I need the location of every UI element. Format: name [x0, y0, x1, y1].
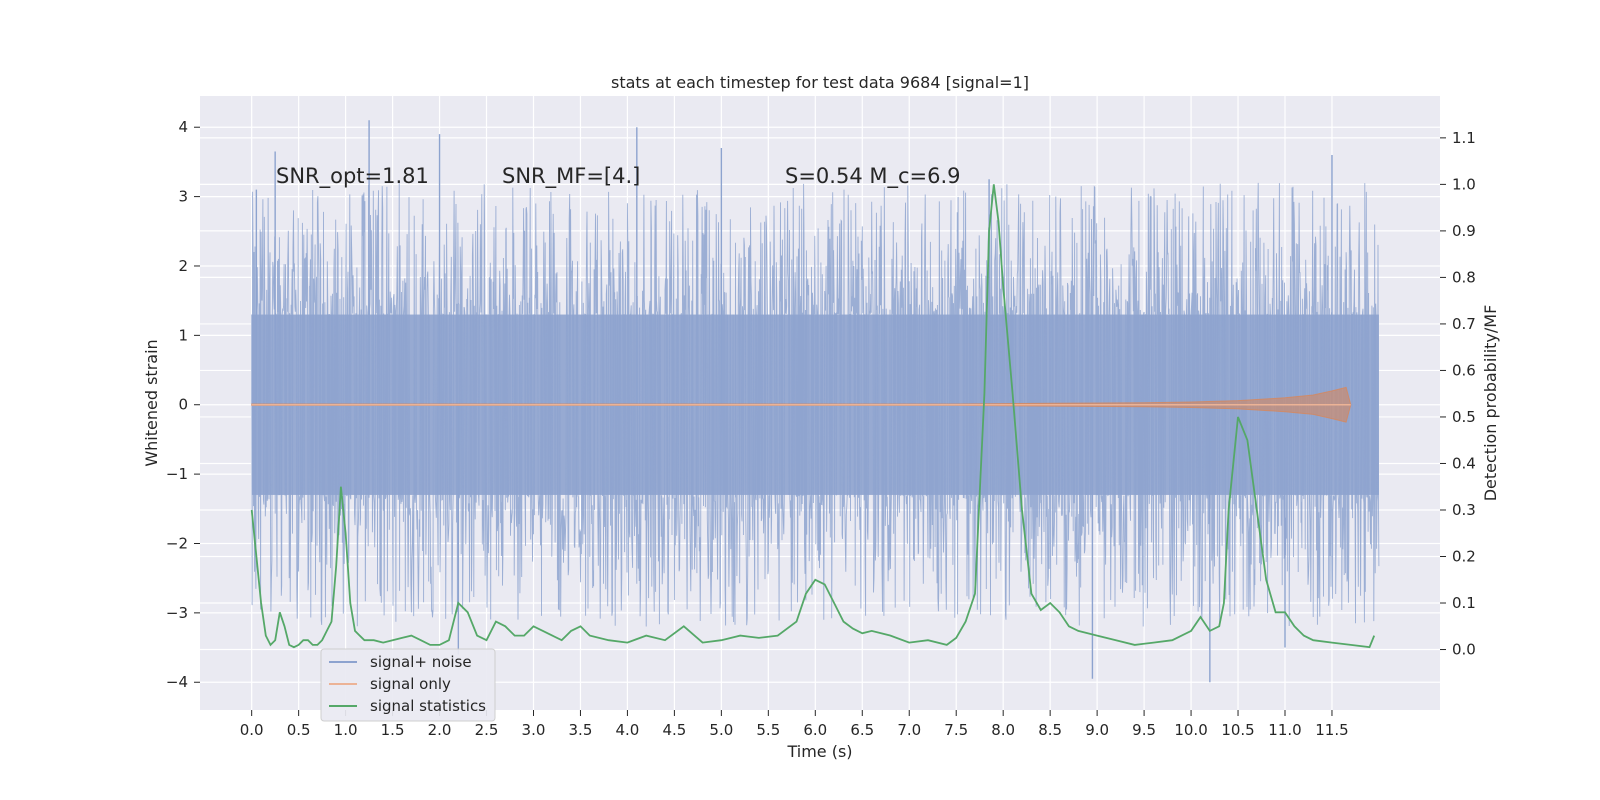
left-tick-label: 3	[178, 188, 188, 206]
x-tick-label: 8.5	[1038, 721, 1062, 739]
right-y-axis-ticks: 0.0 0.1 0.2 0.3 0.4 0.5 0.6 0.7 0.8 0.9 1.0 1.1	[1440, 129, 1476, 659]
chart-title: stats at each timestep for test data 968…	[611, 73, 1029, 92]
x-tick-label: 7.0	[897, 721, 921, 739]
x-tick-label: 3.0	[522, 721, 546, 739]
signal-statistics-line	[250, 184, 1376, 649]
signal-statistics-series	[250, 184, 1376, 649]
x-tick-label: 10.5	[1221, 721, 1254, 739]
legend-label-signal-noise: signal+ noise	[370, 653, 472, 671]
right-y-axis-label: Detection probability/MF	[1481, 305, 1500, 502]
right-tick-label: 0.1	[1452, 594, 1476, 612]
x-tick-label: 4.5	[662, 721, 686, 739]
x-tick-label: 2.5	[475, 721, 499, 739]
x-axis-label: Time (s)	[786, 742, 852, 761]
annotation-s-mc: S=0.54 M_c=6.9	[785, 164, 961, 189]
right-tick-label: 1.1	[1452, 129, 1476, 147]
x-tick-label: 3.5	[569, 721, 593, 739]
left-y-axis-ticks: −4 −3 −2 −1 0 1 2 3 4	[166, 118, 200, 691]
right-tick-label: 0.7	[1452, 315, 1476, 333]
x-tick-label: 2.0	[428, 721, 452, 739]
left-tick-label: 0	[178, 396, 188, 414]
right-tick-label: 0.9	[1452, 222, 1476, 240]
left-tick-label: −1	[166, 465, 188, 483]
legend-label-signal-statistics: signal statistics	[370, 697, 486, 715]
left-tick-label: −3	[166, 604, 188, 622]
left-tick-label: 1	[178, 326, 188, 344]
annotation-snr-opt: SNR_opt=1.81	[276, 164, 429, 189]
signal-only-series	[251, 386, 1352, 423]
x-tick-label: 5.5	[756, 721, 780, 739]
x-tick-label: 0.0	[240, 721, 264, 739]
right-tick-label: 1.0	[1452, 175, 1476, 193]
right-tick-label: 0.4	[1452, 454, 1476, 472]
right-tick-label: 0.8	[1452, 268, 1476, 286]
left-tick-label: −2	[166, 534, 188, 552]
right-tick-label: 0.2	[1452, 548, 1476, 566]
x-tick-label: 1.5	[381, 721, 405, 739]
left-tick-label: 4	[178, 118, 188, 136]
x-tick-label: 5.0	[709, 721, 733, 739]
x-tick-label: 6.5	[850, 721, 874, 739]
legend: signal+ noise signal only signal statist…	[320, 648, 496, 722]
right-tick-label: 0.3	[1452, 501, 1476, 519]
x-tick-label: 4.0	[615, 721, 639, 739]
x-tick-label: 11.0	[1268, 721, 1301, 739]
x-tick-label: 9.5	[1132, 721, 1156, 739]
left-tick-label: 2	[178, 257, 188, 275]
x-tick-label: 8.0	[991, 721, 1015, 739]
legend-label-signal-only: signal only	[370, 675, 451, 693]
right-tick-label: 0.6	[1452, 361, 1476, 379]
x-tick-label: 7.5	[944, 721, 968, 739]
x-tick-label: 1.0	[334, 721, 358, 739]
x-axis-ticks: 0.0 0.5 1.0 1.5 2.0 2.5 3.0 3.5 4.0 4.5 5.0 5.5 6.0 6…	[240, 710, 1349, 739]
legend-box	[320, 648, 496, 722]
left-y-axis-label: Whitened strain	[142, 339, 161, 466]
x-tick-label: 6.0	[803, 721, 827, 739]
x-tick-label: 11.5	[1315, 721, 1348, 739]
x-tick-label: 9.0	[1085, 721, 1109, 739]
right-tick-label: 0.0	[1452, 641, 1476, 659]
left-tick-label: −4	[166, 673, 188, 691]
x-tick-label: 0.5	[287, 721, 311, 739]
annotation-snr-mf: SNR_MF=[4.]	[502, 164, 640, 189]
right-tick-label: 0.5	[1452, 408, 1476, 426]
x-tick-label: 10.0	[1174, 721, 1207, 739]
